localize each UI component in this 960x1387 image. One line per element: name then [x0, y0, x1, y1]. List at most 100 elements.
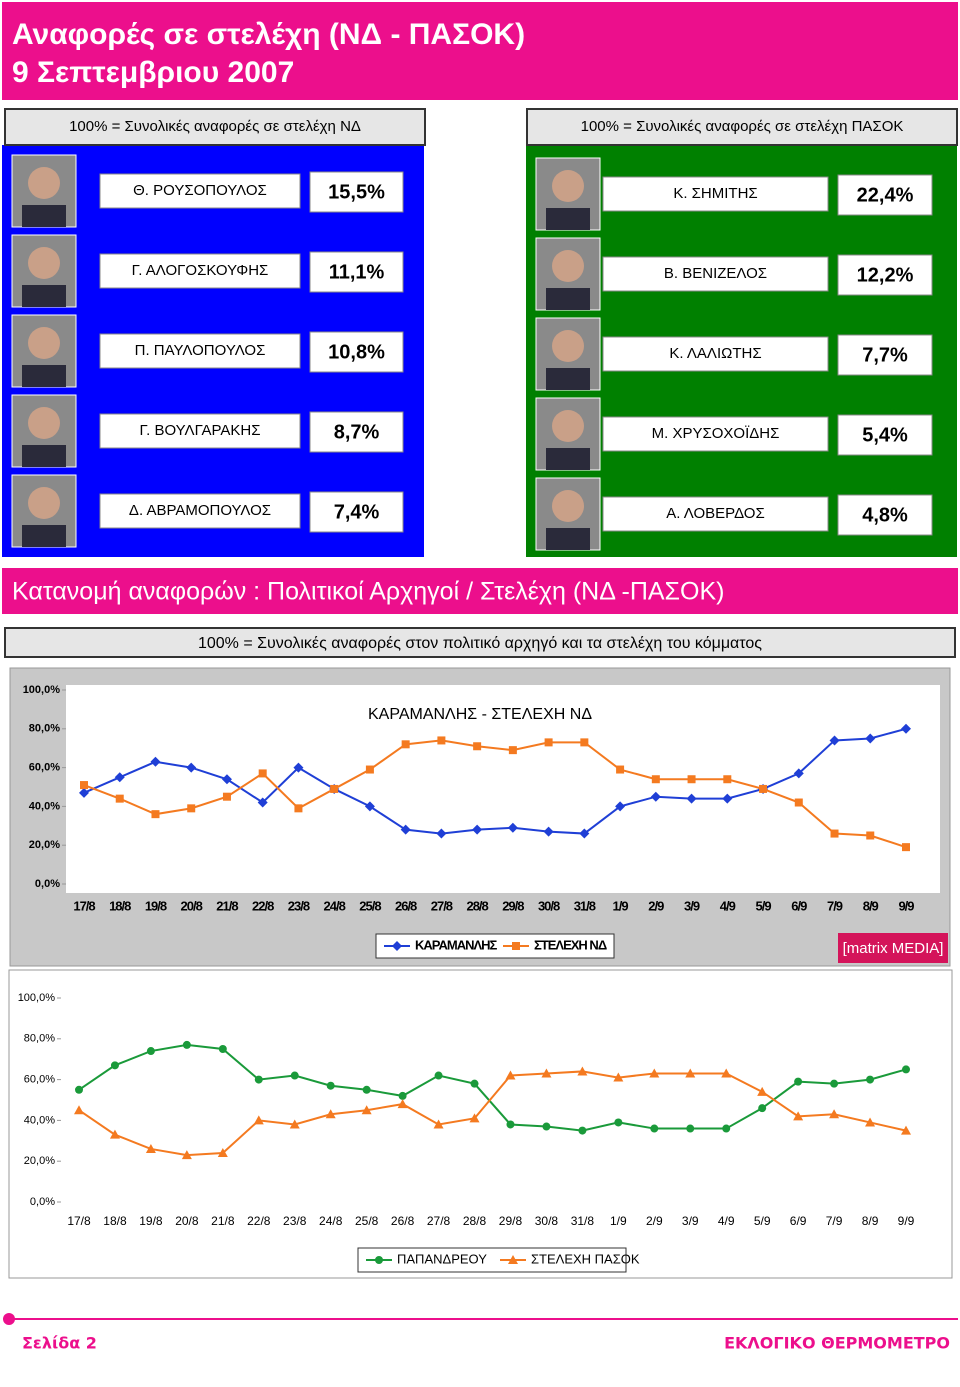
point [615, 801, 626, 812]
footer-brand: ΕΚΛΟΓΙΚΟ ΘΕΡΜΟΜΕΤΡΟ [724, 1334, 950, 1353]
x-tick-label: 2/9 [648, 898, 664, 913]
legend-marker [508, 1255, 518, 1264]
person-value: 7,4% [334, 501, 380, 523]
point [757, 1086, 768, 1096]
x-tick-label: 28/8 [463, 1214, 487, 1228]
legend-label: ΣΤΕΛΕΧΗ ΝΔ [534, 937, 607, 952]
x-tick-label: 1/9 [613, 898, 629, 913]
photo-suit [22, 205, 66, 227]
person-value: 5,4% [862, 424, 908, 446]
photo-face [28, 327, 60, 359]
point [257, 797, 268, 808]
x-tick-label: 4/9 [720, 898, 736, 913]
x-tick-label: 18/8 [109, 898, 131, 913]
x-tick-label: 6/9 [791, 898, 807, 913]
photo-suit [546, 528, 590, 550]
point [473, 742, 482, 751]
point [616, 765, 625, 774]
logo: [matrix MEDIA] [843, 940, 944, 957]
point [830, 1079, 839, 1088]
name-box [99, 173, 301, 209]
point [614, 1118, 623, 1127]
point [865, 1117, 876, 1127]
point [325, 1109, 336, 1119]
point [436, 828, 447, 839]
point [74, 1105, 84, 1115]
point [187, 804, 196, 813]
point [222, 792, 231, 801]
photo-suit [22, 445, 66, 467]
title-line2: 9 Σεπτεμβριου 2007 [12, 56, 294, 89]
section-subtitle: 100% = Συνολικές αναφορές στον πολιτικό … [198, 635, 762, 652]
series-line [83, 727, 907, 835]
x-tick-label: 2/9 [646, 1214, 663, 1228]
x-tick-label: 26/8 [391, 1214, 415, 1228]
person-name: Κ. ΛΑΛΙΩΤΗΣ [669, 345, 761, 362]
point [649, 1068, 660, 1078]
x-tick-label: 29/8 [502, 898, 524, 913]
point [326, 1081, 335, 1090]
point [687, 775, 696, 784]
chart-title: ΚΑΡΑΜΑΝΛΗΣ - ΣΤΕΛΕΧΗ ΝΔ [368, 706, 592, 723]
header-bar [2, 2, 958, 100]
point [794, 1077, 803, 1086]
legend-label: ΣΤΕΛΕΧΗ ΠΑΣΟΚ [531, 1251, 640, 1266]
x-tick-label: 28/8 [466, 898, 488, 913]
name-box [602, 176, 829, 212]
photo-face [552, 250, 584, 282]
panel-label: 100% = Συνολικές αναφορές σε στελέχη ΠΑΣ… [581, 118, 904, 135]
point [398, 1091, 407, 1100]
x-tick-label: 20/8 [175, 1214, 199, 1228]
point [330, 784, 339, 793]
value-box [309, 171, 404, 213]
x-tick-label: 3/9 [684, 898, 700, 913]
point [902, 843, 910, 852]
point [186, 762, 197, 773]
point [401, 740, 410, 749]
point [542, 1122, 551, 1131]
point [866, 831, 875, 840]
point [579, 828, 590, 839]
point [114, 772, 125, 783]
person-value: 4,8% [862, 504, 908, 526]
person-value: 12,2% [857, 264, 914, 286]
series-line [83, 739, 907, 849]
x-tick-label: 6/9 [790, 1214, 807, 1228]
point [650, 1124, 659, 1133]
x-tick-label: 23/8 [283, 1214, 307, 1228]
person-name: Κ. ΣΗΜΙΤΗΣ [673, 185, 757, 202]
point [506, 1120, 515, 1129]
x-tick-label: 24/8 [319, 1214, 343, 1228]
point [254, 1075, 263, 1084]
point [146, 1047, 155, 1056]
x-tick-label: 3/9 [682, 1214, 699, 1228]
person-name: Γ. ΑΛΟΓΟΣΚΟΥΦΗΣ [132, 262, 269, 279]
x-tick-label: 19/8 [145, 898, 167, 913]
name-box [99, 413, 301, 449]
name-box [602, 256, 829, 292]
point [79, 787, 89, 798]
point [258, 769, 267, 778]
y-tick-label: 20,0% [29, 839, 60, 851]
point [289, 1119, 300, 1129]
y-tick-label: 80,0% [24, 1033, 55, 1045]
person-name: Δ. ΑΒΡΑΜΟΠΟΥΛΟΣ [129, 502, 271, 519]
point [650, 791, 661, 802]
photo-suit [546, 448, 590, 470]
value-box [837, 334, 933, 376]
point [469, 1113, 480, 1123]
point [902, 1065, 910, 1074]
point [508, 746, 517, 755]
x-tick-label: 21/8 [211, 1214, 235, 1228]
legend-marker [512, 942, 520, 950]
point [75, 1085, 83, 1094]
point [109, 1129, 120, 1139]
x-tick-label: 23/8 [288, 898, 310, 913]
point [723, 775, 732, 784]
photo-face [552, 410, 584, 442]
y-tick-label: 60,0% [29, 762, 60, 774]
y-tick-label: 0,0% [30, 1196, 55, 1208]
point [472, 824, 483, 835]
value-box [837, 254, 933, 296]
point [151, 810, 160, 819]
